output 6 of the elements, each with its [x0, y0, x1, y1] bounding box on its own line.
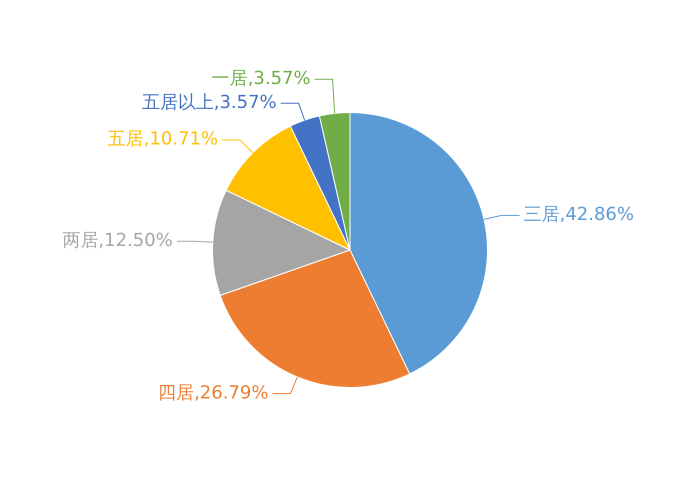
slice-label: 五居,10.71%	[108, 128, 218, 150]
slice-label: 一居,3.57%	[212, 68, 311, 89]
slice-label: 四居,26.79%	[158, 382, 268, 404]
slice-label: 两居,12.50%	[62, 230, 173, 251]
slice-label: 五居以上,3.57%	[142, 92, 277, 113]
slice-label: 三居,42.86%	[524, 204, 634, 226]
